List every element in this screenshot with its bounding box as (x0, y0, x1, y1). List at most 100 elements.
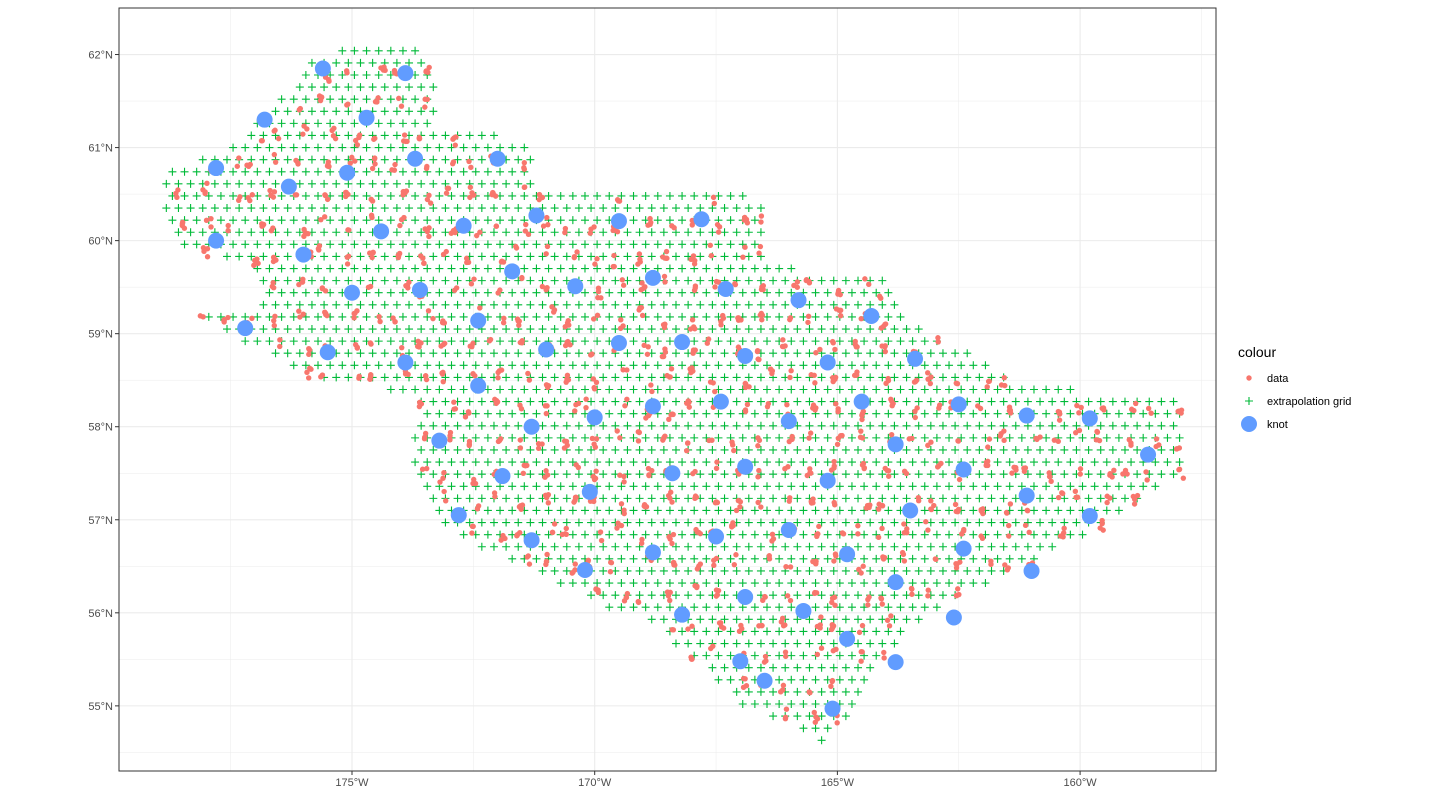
data-point (352, 137, 359, 144)
data-point (1145, 405, 1152, 412)
extrapolation-grid-point (744, 518, 753, 527)
extrapolation-grid-point (295, 325, 304, 334)
data-point (571, 499, 577, 505)
extrapolation-grid-point (750, 337, 759, 346)
extrapolation-grid-point (429, 107, 438, 116)
extrapolation-grid-point (332, 155, 341, 164)
data-point (591, 384, 597, 391)
extrapolation-grid-point (271, 300, 280, 309)
extrapolation-grid-point (235, 179, 244, 188)
extrapolation-grid-point (896, 458, 905, 467)
data-point (1144, 477, 1150, 483)
extrapolation-grid-point (1102, 433, 1111, 442)
extrapolation-grid-point (441, 445, 450, 454)
extrapolation-grid-point (659, 204, 668, 213)
extrapolation-grid-point (471, 143, 480, 152)
extrapolation-grid-point (483, 361, 492, 370)
data-point (1046, 470, 1052, 476)
extrapolation-grid-point (896, 603, 905, 612)
extrapolation-grid-point (374, 288, 383, 297)
data-point (450, 227, 457, 234)
extrapolation-grid-point (574, 470, 583, 479)
extrapolation-grid-point (496, 337, 505, 346)
extrapolation-grid-point (556, 240, 565, 249)
data-point (369, 254, 375, 261)
extrapolation-grid-point (999, 494, 1008, 503)
extrapolation-grid-point (738, 554, 747, 563)
extrapolation-grid-point (514, 204, 523, 213)
data-point (1077, 466, 1084, 472)
extrapolation-grid-point (744, 639, 753, 648)
extrapolation-grid-point (1023, 445, 1032, 454)
extrapolation-grid-point (1017, 482, 1026, 491)
extrapolation-grid-point (526, 276, 535, 285)
extrapolation-grid-point (538, 518, 547, 527)
extrapolation-grid-point (720, 518, 729, 527)
data-point (564, 372, 571, 379)
extrapolation-grid-point (744, 663, 753, 672)
extrapolation-grid-point (259, 131, 268, 140)
extrapolation-grid-points (162, 46, 1184, 745)
extrapolation-grid-point (271, 107, 280, 116)
extrapolation-grid-point (295, 349, 304, 358)
extrapolation-grid-point (411, 216, 420, 225)
extrapolation-grid-point (756, 421, 765, 430)
extrapolation-grid-point (368, 83, 377, 92)
data-point (344, 254, 350, 260)
extrapolation-grid-point (969, 385, 978, 394)
extrapolation-grid-point (1139, 409, 1148, 418)
knot-point (237, 320, 254, 337)
knot-point (902, 502, 919, 519)
x-tick-label: 175°W (335, 777, 369, 789)
extrapolation-grid-point (981, 554, 990, 563)
extrapolation-grid-point (963, 349, 972, 358)
extrapolation-grid-point (866, 300, 875, 309)
extrapolation-grid-point (411, 264, 420, 273)
extrapolation-grid-point (223, 179, 232, 188)
data-point (622, 403, 628, 409)
extrapolation-grid-point (726, 579, 735, 588)
extrapolation-grid-point (307, 204, 316, 213)
knot-point (208, 232, 225, 249)
data-point (559, 531, 566, 538)
data-point (915, 494, 922, 501)
extrapolation-grid-point (835, 337, 844, 346)
data-point (909, 591, 915, 597)
extrapolation-grid-point (678, 409, 687, 418)
extrapolation-grid-point (374, 361, 383, 370)
extrapolation-grid-point (951, 445, 960, 454)
data-point (543, 468, 549, 474)
extrapolation-grid-point (611, 591, 620, 600)
extrapolation-grid-point (386, 191, 395, 200)
extrapolation-grid-point (599, 204, 608, 213)
extrapolation-grid-point (872, 603, 881, 612)
data-point (860, 563, 866, 569)
extrapolation-grid-point (350, 46, 359, 55)
y-tick-label: 58°N (88, 422, 113, 434)
data-point (234, 163, 241, 169)
data-point (451, 406, 457, 412)
extrapolation-grid-point (550, 373, 559, 382)
extrapolation-grid-point (829, 566, 838, 575)
extrapolation-grid-point (386, 95, 395, 104)
data-point (787, 315, 794, 321)
extrapolation-grid-point (1108, 421, 1117, 430)
extrapolation-grid-point (623, 566, 632, 575)
data-point (518, 506, 524, 512)
extrapolation-grid-point (429, 397, 438, 406)
extrapolation-grid-point (283, 204, 292, 213)
extrapolation-grid-point (884, 312, 893, 321)
extrapolation-grid-point (605, 288, 614, 297)
extrapolation-grid-point (307, 58, 316, 67)
extrapolation-grid-point (611, 204, 620, 213)
extrapolation-grid-point (1133, 421, 1142, 430)
extrapolation-grid-point (599, 349, 608, 358)
extrapolation-grid-point (793, 663, 802, 672)
extrapolation-grid-point (684, 494, 693, 503)
extrapolation-grid-point (714, 482, 723, 491)
data-point (879, 503, 886, 509)
extrapolation-grid-point (769, 300, 778, 309)
extrapolation-grid-point (398, 288, 407, 297)
extrapolation-grid-point (374, 337, 383, 346)
data-point (573, 402, 579, 408)
